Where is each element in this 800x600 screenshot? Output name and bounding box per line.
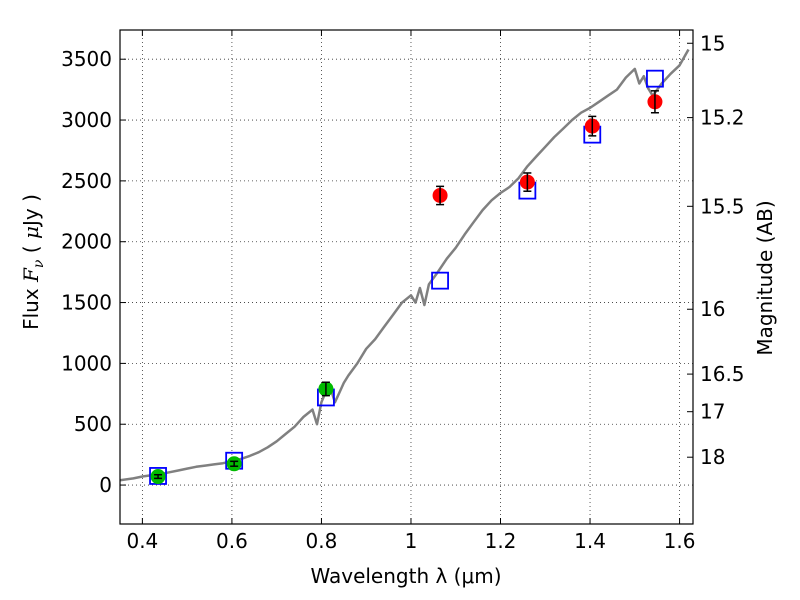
y-tick-label: 1500 [61, 291, 112, 315]
model-square-point [646, 69, 664, 88]
y-tick-label: 1000 [61, 351, 112, 375]
y-tick-label: 3500 [61, 47, 112, 71]
x-tick-label: 0.8 [306, 529, 338, 553]
right-axis-title: Magnitude (AB) [753, 200, 777, 355]
grid [120, 30, 693, 524]
ticks [120, 30, 693, 524]
tick-labels: 0.4 0.6 0.8 1 1.2 1.4 1.6 0 500 1000 1500 2000 2500 3… [61, 31, 744, 553]
y-axis-title: Flux Fν ( μJy ) [19, 194, 47, 330]
mag-tick-label: 15.5 [700, 194, 745, 218]
x-tick-label: 1 [405, 529, 418, 553]
y-tick-label: 3000 [61, 108, 112, 132]
mag-tick-label: 15 [700, 31, 725, 55]
x-tick-label: 0.4 [126, 529, 158, 553]
model-square-point [431, 271, 449, 290]
x-tick-label: 1.2 [485, 529, 517, 553]
x-axis-title: Wavelength λ (μm) [310, 564, 501, 588]
y-tick-label: 2000 [61, 230, 112, 254]
x-tick-label: 1.4 [574, 529, 606, 553]
mag-tick-label: 17 [700, 400, 725, 424]
mag-tick-label: 15.2 [700, 106, 745, 130]
mag-tick-label: 18 [700, 445, 725, 469]
y-tick-label: 0 [99, 473, 112, 497]
x-tick-label: 0.6 [216, 529, 248, 553]
mag-tick-label: 16.5 [700, 362, 745, 386]
x-tick-label: 1.6 [664, 529, 696, 553]
y-tick-label: 500 [74, 412, 112, 436]
plot-area [119, 48, 690, 485]
plot-frame [119, 29, 694, 525]
mag-tick-label: 16 [700, 297, 725, 321]
y-tick-label: 2500 [61, 169, 112, 193]
spectrum-line [119, 48, 690, 482]
